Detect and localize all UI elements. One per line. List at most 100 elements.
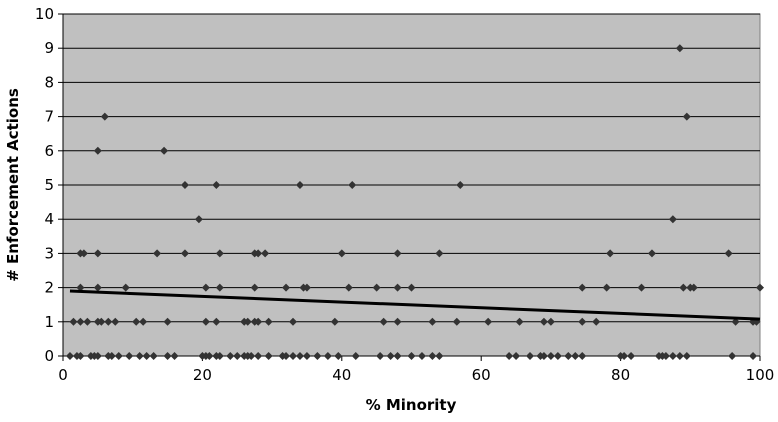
data-point xyxy=(539,352,548,360)
data-point xyxy=(337,249,346,258)
y-tick-label: 1 xyxy=(44,313,54,331)
data-point xyxy=(376,352,385,360)
data-point xyxy=(254,317,263,326)
data-point xyxy=(564,352,573,360)
data-point xyxy=(233,352,242,360)
y-tick-label: 4 xyxy=(44,210,54,228)
data-point xyxy=(675,352,684,360)
data-point xyxy=(602,283,611,292)
data-point xyxy=(163,352,172,360)
data-point xyxy=(724,249,733,258)
data-point xyxy=(93,283,102,292)
data-point xyxy=(334,352,343,360)
data-point xyxy=(79,249,88,258)
y-tick-label: 3 xyxy=(44,244,54,262)
data-point xyxy=(302,352,311,360)
data-point xyxy=(83,317,92,326)
data-point xyxy=(121,283,130,292)
data-point xyxy=(728,352,737,360)
data-point xyxy=(525,352,534,360)
data-point xyxy=(689,283,698,292)
data-point xyxy=(379,317,388,326)
data-point xyxy=(578,317,587,326)
data-point xyxy=(393,317,402,326)
data-point xyxy=(107,352,116,360)
data-point xyxy=(215,283,224,292)
data-point xyxy=(97,317,106,326)
data-point xyxy=(93,146,102,155)
data-point xyxy=(201,283,210,292)
data-point xyxy=(637,283,646,292)
data-point xyxy=(247,352,256,360)
data-point xyxy=(132,317,141,326)
data-point xyxy=(539,317,548,326)
data-point xyxy=(661,352,670,360)
data-point xyxy=(100,112,109,121)
data-point xyxy=(289,317,298,326)
data-point xyxy=(215,352,224,360)
trend-line xyxy=(69,289,761,321)
data-point xyxy=(313,352,322,360)
data-point xyxy=(620,352,629,360)
data-point xyxy=(302,283,311,292)
data-point xyxy=(592,317,601,326)
x-tick-label: 40 xyxy=(332,366,351,384)
x-tick-label: 80 xyxy=(611,366,630,384)
data-point xyxy=(125,352,134,360)
data-point xyxy=(428,317,437,326)
data-point xyxy=(264,317,273,326)
data-point xyxy=(452,317,461,326)
data-point xyxy=(731,317,740,326)
data-point xyxy=(578,283,587,292)
y-tick-label: 2 xyxy=(44,279,54,297)
data-point xyxy=(261,249,270,258)
data-point xyxy=(153,249,162,258)
data-point xyxy=(546,317,555,326)
y-axis-title: # Enforcement Actions xyxy=(4,88,22,282)
data-point xyxy=(668,352,677,360)
data-point xyxy=(289,352,298,360)
data-point xyxy=(407,352,416,360)
data-point xyxy=(282,352,291,360)
data-point xyxy=(170,352,179,360)
data-point xyxy=(351,352,360,360)
data-point xyxy=(180,181,189,189)
data-point xyxy=(668,215,677,224)
y-axis-ticks: 0 1 2 3 4 5 6 7 8 9 10 xyxy=(35,5,63,365)
data-point xyxy=(393,352,402,360)
data-point xyxy=(456,181,465,189)
data-point xyxy=(212,317,221,326)
data-point xyxy=(111,317,120,326)
data-point xyxy=(93,352,102,360)
x-axis-title: % Minority xyxy=(366,396,457,414)
data-point xyxy=(295,352,304,360)
data-point xyxy=(682,352,691,360)
data-points xyxy=(65,44,764,360)
data-point xyxy=(201,317,210,326)
data-point xyxy=(627,352,636,360)
data-point xyxy=(65,352,74,360)
data-point xyxy=(749,352,758,360)
data-point xyxy=(344,283,353,292)
data-point xyxy=(435,249,444,258)
data-point xyxy=(578,352,587,360)
data-point xyxy=(323,352,332,360)
data-point xyxy=(756,283,764,292)
data-point xyxy=(407,283,416,292)
data-point xyxy=(675,44,684,53)
data-point xyxy=(114,352,123,360)
x-tick-label: 20 xyxy=(193,366,212,384)
data-point xyxy=(135,352,144,360)
y-tick-label: 8 xyxy=(44,73,54,91)
data-point xyxy=(104,317,113,326)
data-point xyxy=(250,283,259,292)
y-tick-label: 5 xyxy=(44,176,54,194)
data-point xyxy=(553,352,562,360)
data-point xyxy=(647,249,656,258)
data-point xyxy=(139,317,148,326)
data-point xyxy=(69,317,78,326)
data-point xyxy=(512,352,521,360)
x-tick-label: 0 xyxy=(58,366,68,384)
data-point xyxy=(393,283,402,292)
